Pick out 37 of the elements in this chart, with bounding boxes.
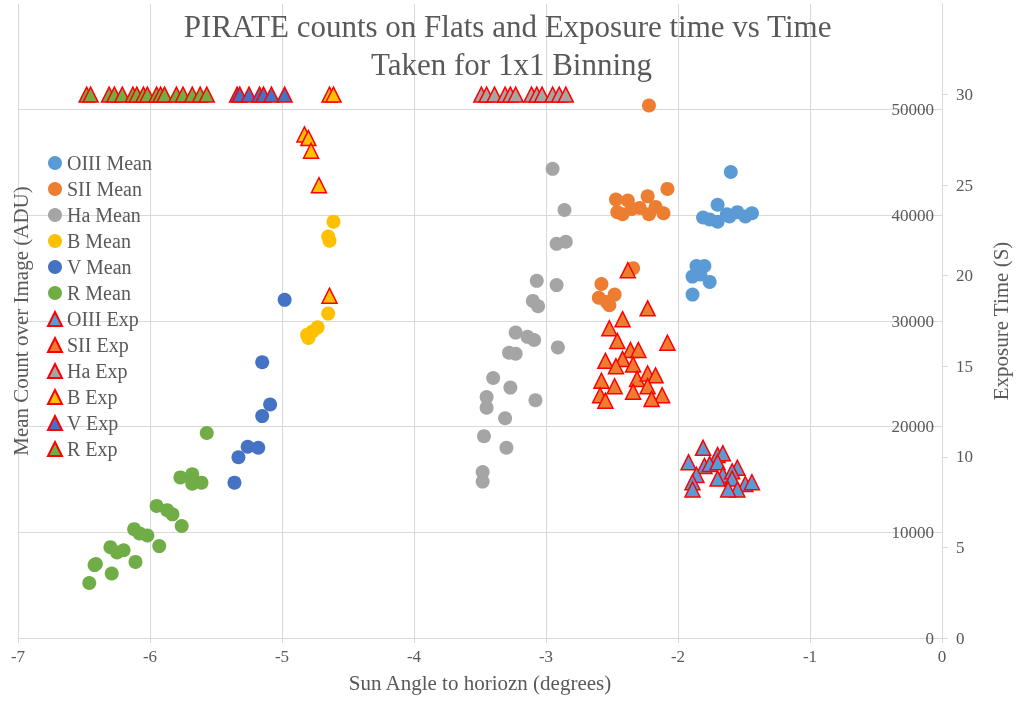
y-tick-label: 0: [925, 628, 934, 648]
y-tick-label: 30000: [891, 311, 934, 331]
legend-label: SII Mean: [67, 178, 142, 200]
y2-tick-label: 5: [956, 537, 965, 557]
x-tick-label: -6: [142, 647, 158, 666]
x-tick-label: -2: [670, 647, 686, 666]
x-tick-label: 0: [937, 647, 947, 666]
y2-tick-label: 30: [956, 85, 973, 105]
y-tick-label: 10000: [891, 522, 934, 542]
x-tick-label: -5: [274, 647, 290, 666]
y-tick-label: 20000: [891, 417, 934, 437]
legend-label: OIII Mean: [67, 152, 152, 174]
x-tick-label: -3: [538, 647, 554, 666]
legend-label: V Mean: [67, 256, 132, 278]
y2-tick-label: 10: [956, 447, 973, 467]
legend-label: Ha Mean: [67, 204, 141, 226]
legend-label: B Exp: [67, 386, 118, 409]
x-tick-label: -7: [10, 647, 26, 666]
x-tick-label: -4: [406, 647, 422, 666]
y2-tick-label: 25: [956, 175, 973, 195]
legend-label: B Mean: [67, 230, 131, 252]
y2-tick-label: 15: [956, 356, 973, 376]
x-axis-title: Sun Angle to horiozn (degrees): [348, 670, 612, 695]
legend-label: SII Exp: [67, 334, 129, 357]
y-tick-label: 50000: [891, 100, 934, 120]
y2-tick-label: 0: [956, 628, 965, 648]
legend-label: Ha Exp: [67, 360, 128, 383]
legend-label: V Exp: [67, 412, 119, 435]
legend-label: R Mean: [67, 282, 131, 304]
legend-label: OIII Exp: [67, 308, 139, 331]
y-axis-title: Mean Count over Image (ADU): [8, 186, 33, 456]
y-tick-label: 40000: [891, 205, 934, 225]
text: PIRATE counts on Flats and Exposure time vs Time Taken for 1x1 Binning: [183, 8, 840, 82]
x-tick-label: -1: [802, 647, 818, 666]
y2-axis-title: Exposure Time (S): [988, 241, 1013, 401]
y2-tick-label: 20: [956, 266, 973, 286]
legend-label: R Exp: [67, 438, 118, 461]
